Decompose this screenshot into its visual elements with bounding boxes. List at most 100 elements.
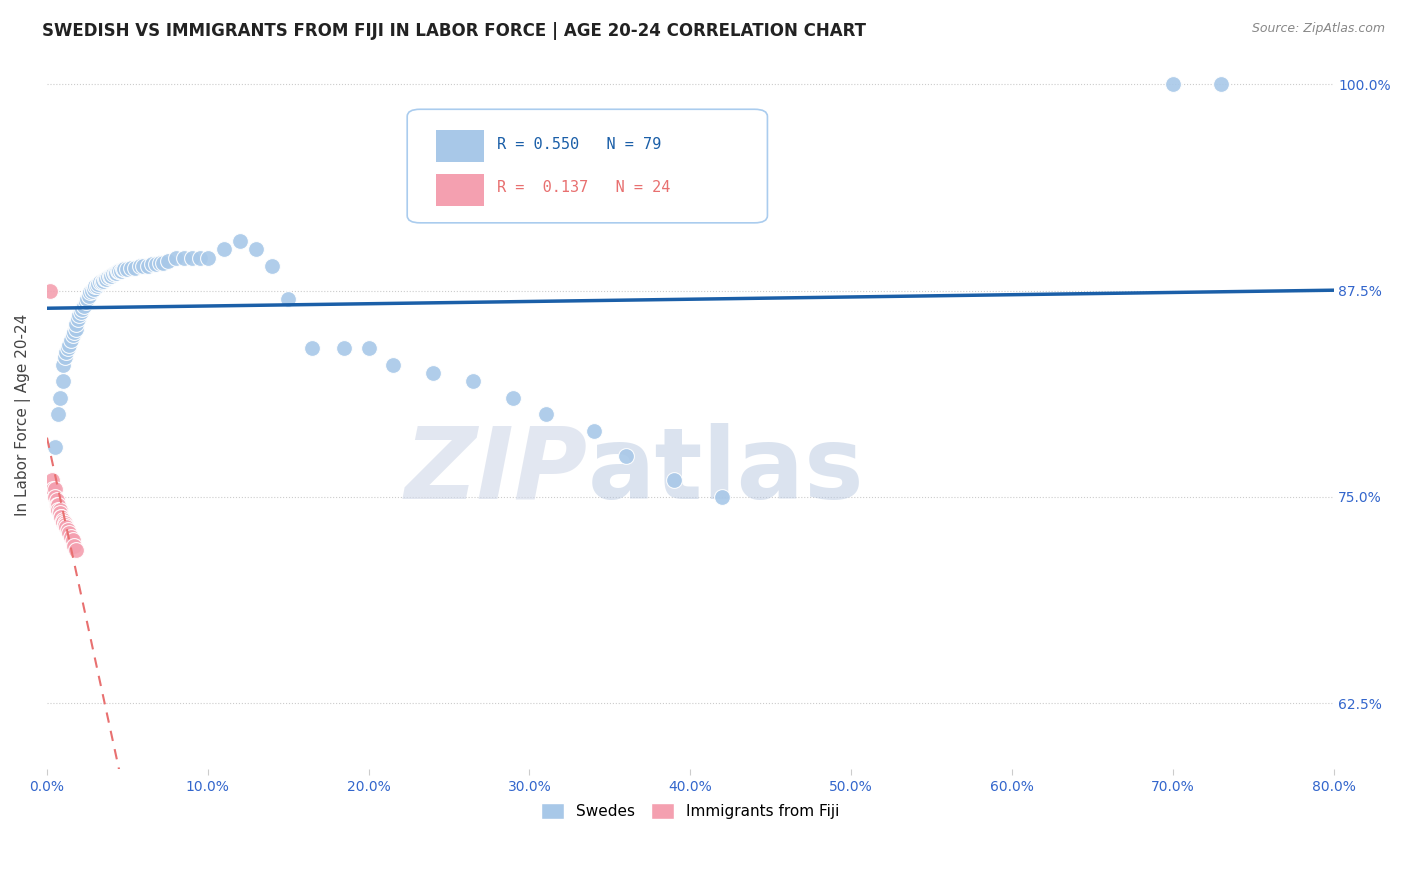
Point <box>108 264 131 278</box>
Point <box>58 338 80 352</box>
Point <box>148 255 170 269</box>
Point <box>55 344 77 359</box>
Point <box>89 276 111 290</box>
Point <box>45 498 67 512</box>
Point <box>90 276 112 290</box>
Point <box>44 441 66 455</box>
Point <box>662 474 685 488</box>
Point <box>381 358 404 372</box>
Point <box>357 342 380 356</box>
Point <box>245 243 267 257</box>
Point <box>60 530 83 544</box>
Point <box>62 533 84 547</box>
Point <box>111 262 134 277</box>
Point <box>75 295 97 310</box>
Point <box>100 268 122 283</box>
Point <box>86 278 108 293</box>
Point <box>77 288 100 302</box>
Point <box>534 408 557 422</box>
Text: R = 0.550   N = 79: R = 0.550 N = 79 <box>498 136 661 152</box>
Point <box>105 266 128 280</box>
Point <box>67 309 90 323</box>
Point <box>124 260 146 275</box>
Point <box>112 262 135 277</box>
Point <box>69 305 91 319</box>
Point <box>45 493 67 508</box>
FancyBboxPatch shape <box>436 130 485 162</box>
Point <box>58 526 80 541</box>
Point <box>145 257 167 271</box>
Point <box>66 311 89 326</box>
Point <box>46 503 69 517</box>
Point <box>80 284 103 298</box>
Point <box>180 251 202 265</box>
Point <box>65 317 87 331</box>
Point <box>63 325 86 339</box>
Point <box>333 342 356 356</box>
Point <box>44 482 66 496</box>
FancyBboxPatch shape <box>436 174 485 206</box>
Point <box>83 282 105 296</box>
Point <box>49 507 72 521</box>
Point <box>129 259 152 273</box>
Point <box>76 292 98 306</box>
Text: SWEDISH VS IMMIGRANTS FROM FIJI IN LABOR FORCE | AGE 20-24 CORRELATION CHART: SWEDISH VS IMMIGRANTS FROM FIJI IN LABOR… <box>42 22 866 40</box>
Point <box>65 321 87 335</box>
Point <box>502 391 524 405</box>
Point <box>87 277 110 291</box>
Point <box>72 301 94 316</box>
Point <box>52 513 75 527</box>
Point <box>120 260 142 275</box>
Point <box>60 333 83 347</box>
Point <box>212 243 235 257</box>
Point <box>463 375 485 389</box>
Point <box>84 278 107 293</box>
Point <box>262 259 284 273</box>
Point <box>79 285 101 300</box>
Point <box>49 391 72 405</box>
Point <box>117 262 139 277</box>
Point <box>42 482 65 496</box>
Point <box>63 540 86 554</box>
Point <box>711 490 734 504</box>
Point <box>110 264 132 278</box>
Point <box>188 251 211 265</box>
Point <box>65 542 87 557</box>
Point <box>277 292 299 306</box>
Point <box>141 257 163 271</box>
Point <box>73 299 96 313</box>
Point <box>301 342 323 356</box>
Point <box>98 268 121 283</box>
Legend: Swedes, Immigrants from Fiji: Swedes, Immigrants from Fiji <box>536 797 845 825</box>
Point <box>229 234 252 248</box>
Point <box>52 515 75 529</box>
Y-axis label: In Labor Force | Age 20-24: In Labor Force | Age 20-24 <box>15 313 31 516</box>
Point <box>56 342 79 356</box>
Point <box>41 474 63 488</box>
Point <box>97 270 120 285</box>
Point <box>52 358 75 372</box>
Point <box>103 266 125 280</box>
Text: R =  0.137   N = 24: R = 0.137 N = 24 <box>498 180 671 195</box>
Text: Source: ZipAtlas.com: Source: ZipAtlas.com <box>1251 22 1385 36</box>
Point <box>152 255 174 269</box>
Point <box>422 366 444 380</box>
Point <box>96 272 118 286</box>
Point <box>197 251 219 265</box>
Point <box>53 518 76 533</box>
Point <box>49 503 72 517</box>
Point <box>44 490 66 504</box>
Point <box>53 516 76 531</box>
Point <box>136 259 159 273</box>
Point <box>51 509 73 524</box>
Point <box>52 375 75 389</box>
Point <box>1209 78 1232 92</box>
Point <box>51 509 73 524</box>
Point <box>101 267 124 281</box>
Point <box>46 498 69 512</box>
Point <box>56 523 79 537</box>
Point <box>173 251 195 265</box>
Point <box>62 328 84 343</box>
Point <box>55 519 77 533</box>
Point <box>165 251 187 265</box>
